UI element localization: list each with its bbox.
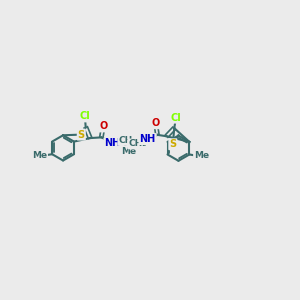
Text: S: S [78, 130, 85, 140]
Text: CH: CH [118, 136, 133, 145]
Text: NH: NH [104, 138, 121, 148]
Text: O: O [151, 118, 159, 128]
Text: Me: Me [194, 152, 209, 160]
Text: S: S [169, 139, 176, 149]
Text: Cl: Cl [80, 111, 90, 122]
Text: Me: Me [32, 151, 47, 160]
Text: Cl: Cl [171, 112, 182, 123]
Text: O: O [99, 122, 108, 131]
Text: NH: NH [140, 134, 156, 144]
Text: Me: Me [122, 147, 137, 156]
Text: CH₂: CH₂ [128, 140, 146, 148]
